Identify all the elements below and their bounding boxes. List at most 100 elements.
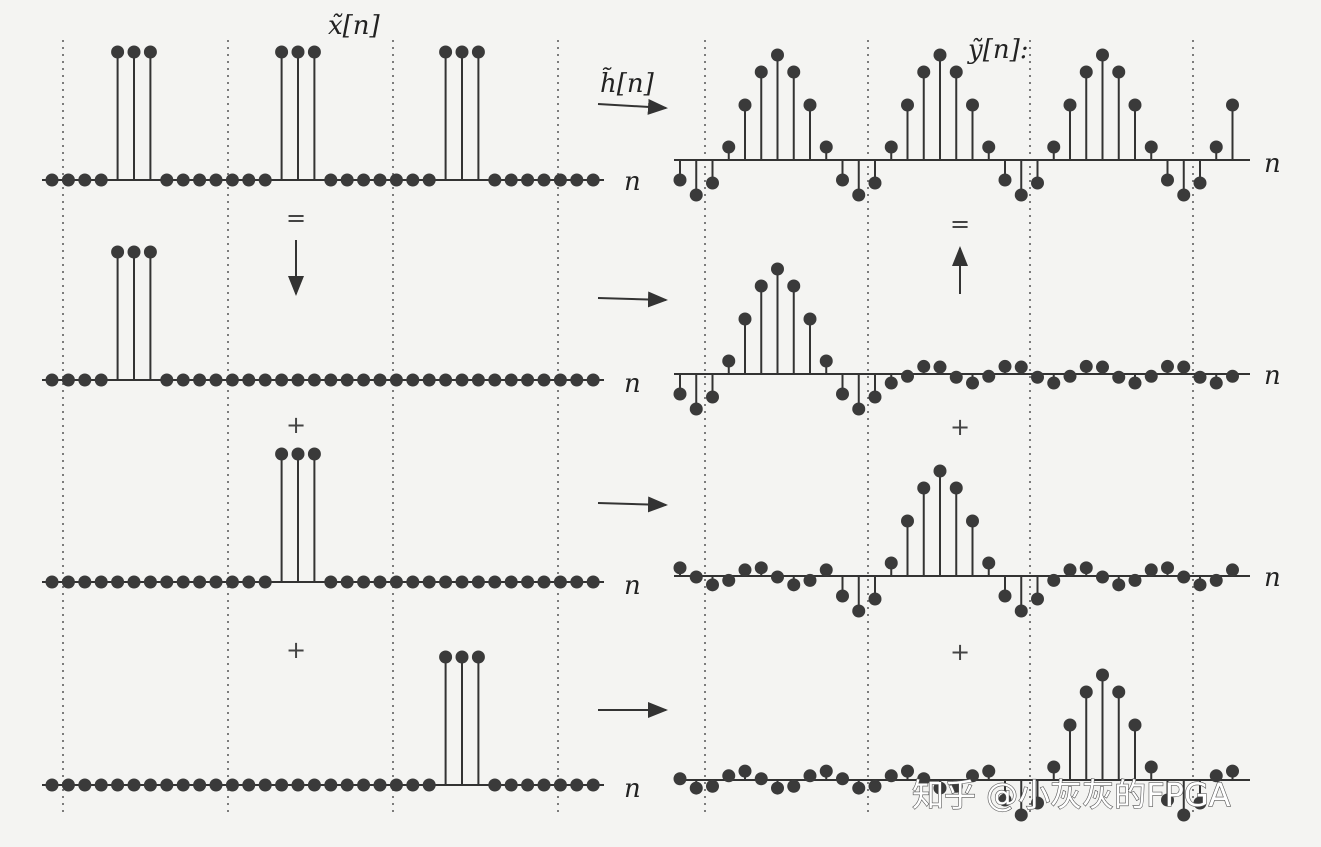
- stem-dot: [225, 373, 239, 387]
- stem-dot: [389, 778, 403, 792]
- stem-dot: [1047, 573, 1061, 587]
- stem-dot: [160, 575, 174, 589]
- stem-dot: [982, 556, 996, 570]
- y-label: ỹ[n]:: [967, 35, 1028, 65]
- stem-dot: [933, 360, 947, 374]
- stem-dot: [143, 245, 157, 259]
- stem-dot: [537, 778, 551, 792]
- stem-dot: [738, 563, 752, 577]
- equals: =: [950, 210, 970, 238]
- stem-dot: [471, 650, 485, 664]
- arrow: [597, 291, 668, 308]
- stem-dot: [422, 575, 436, 589]
- stem-dot: [884, 140, 898, 154]
- n-label: n: [1264, 563, 1281, 593]
- stem-dot: [586, 173, 600, 187]
- stem-dot: [275, 778, 289, 792]
- stem-dot: [406, 173, 420, 187]
- stem-dot: [357, 575, 371, 589]
- stem-dot: [852, 781, 866, 795]
- stem-dot: [111, 45, 125, 59]
- stem-dot: [61, 373, 75, 387]
- stem-dot: [406, 778, 420, 792]
- stem-dot: [193, 173, 207, 187]
- stem-dot: [1161, 793, 1174, 807]
- stem-dot: [61, 778, 75, 792]
- stem-dot: [160, 778, 174, 792]
- stem-dot: [504, 778, 518, 792]
- stem-dot: [1112, 685, 1126, 699]
- stem-dot: [949, 370, 963, 384]
- stem-plots: [42, 40, 1250, 822]
- stem-dot: [389, 575, 403, 589]
- stem-dot: [1047, 140, 1061, 154]
- stem-dot: [291, 447, 305, 461]
- stem-dot: [537, 373, 551, 387]
- stem-dot: [439, 575, 453, 589]
- stem-dot: [1177, 570, 1191, 584]
- stem-dot: [422, 373, 436, 387]
- stem-dot: [949, 65, 963, 79]
- stem-dot: [1096, 570, 1109, 584]
- stem-dot: [673, 173, 687, 187]
- stem-dot: [982, 369, 996, 383]
- stem-dot: [324, 778, 338, 792]
- stem-dot: [242, 778, 256, 792]
- stem-dot: [1031, 176, 1044, 190]
- stem-dot: [521, 173, 535, 187]
- stem-dot: [787, 65, 801, 79]
- stem-dot: [209, 373, 223, 387]
- stem-dot: [291, 45, 305, 59]
- arrow: [597, 98, 668, 115]
- stem-dot: [488, 575, 502, 589]
- stem-dot: [242, 575, 256, 589]
- arrow: [597, 496, 668, 513]
- stem-dot: [176, 173, 190, 187]
- stem-dot: [242, 373, 256, 387]
- equals: =: [286, 204, 306, 232]
- plus: +: [286, 636, 306, 664]
- stem-dot: [1063, 98, 1077, 112]
- stem-dot: [94, 778, 108, 792]
- stem-dot: [1226, 764, 1239, 778]
- stem-dot: [787, 279, 801, 293]
- stem-dot: [471, 373, 485, 387]
- stem-dot: [738, 312, 752, 326]
- stem-dot: [373, 373, 387, 387]
- stem-dot: [225, 173, 239, 187]
- stem-dot: [819, 354, 833, 368]
- stem-dot: [852, 604, 866, 618]
- stem-dot: [357, 778, 371, 792]
- stem-dot: [521, 778, 535, 792]
- stem-dot: [771, 570, 784, 584]
- stem-dot: [689, 402, 703, 416]
- stem-dot: [127, 575, 141, 589]
- stem-dot: [1209, 769, 1223, 783]
- stem-dot: [193, 373, 207, 387]
- stem-dot: [1079, 359, 1093, 373]
- stem-dot: [1193, 578, 1207, 592]
- stem-dot: [488, 173, 502, 187]
- stem-dot: [1144, 760, 1158, 774]
- stem-dot: [1177, 360, 1191, 374]
- stem-dot: [127, 45, 141, 59]
- stem-dot: [1209, 573, 1223, 587]
- stem-dot: [706, 779, 719, 793]
- stem-dot: [689, 188, 703, 202]
- stem-dot: [291, 778, 305, 792]
- stem-dot: [357, 373, 371, 387]
- stem-dot: [258, 173, 272, 187]
- stem-dot: [1014, 188, 1028, 202]
- stem-dot: [966, 376, 979, 390]
- stem-dot: [803, 312, 817, 326]
- stem-dot: [275, 447, 289, 461]
- stem-dot: [553, 575, 567, 589]
- stem-dot: [1226, 369, 1239, 383]
- stem-dot: [949, 481, 963, 495]
- stem-dot: [998, 359, 1012, 373]
- stem-dot: [193, 575, 207, 589]
- stem-dot: [722, 573, 736, 587]
- stem-dot: [275, 45, 289, 59]
- stem-dot: [258, 373, 272, 387]
